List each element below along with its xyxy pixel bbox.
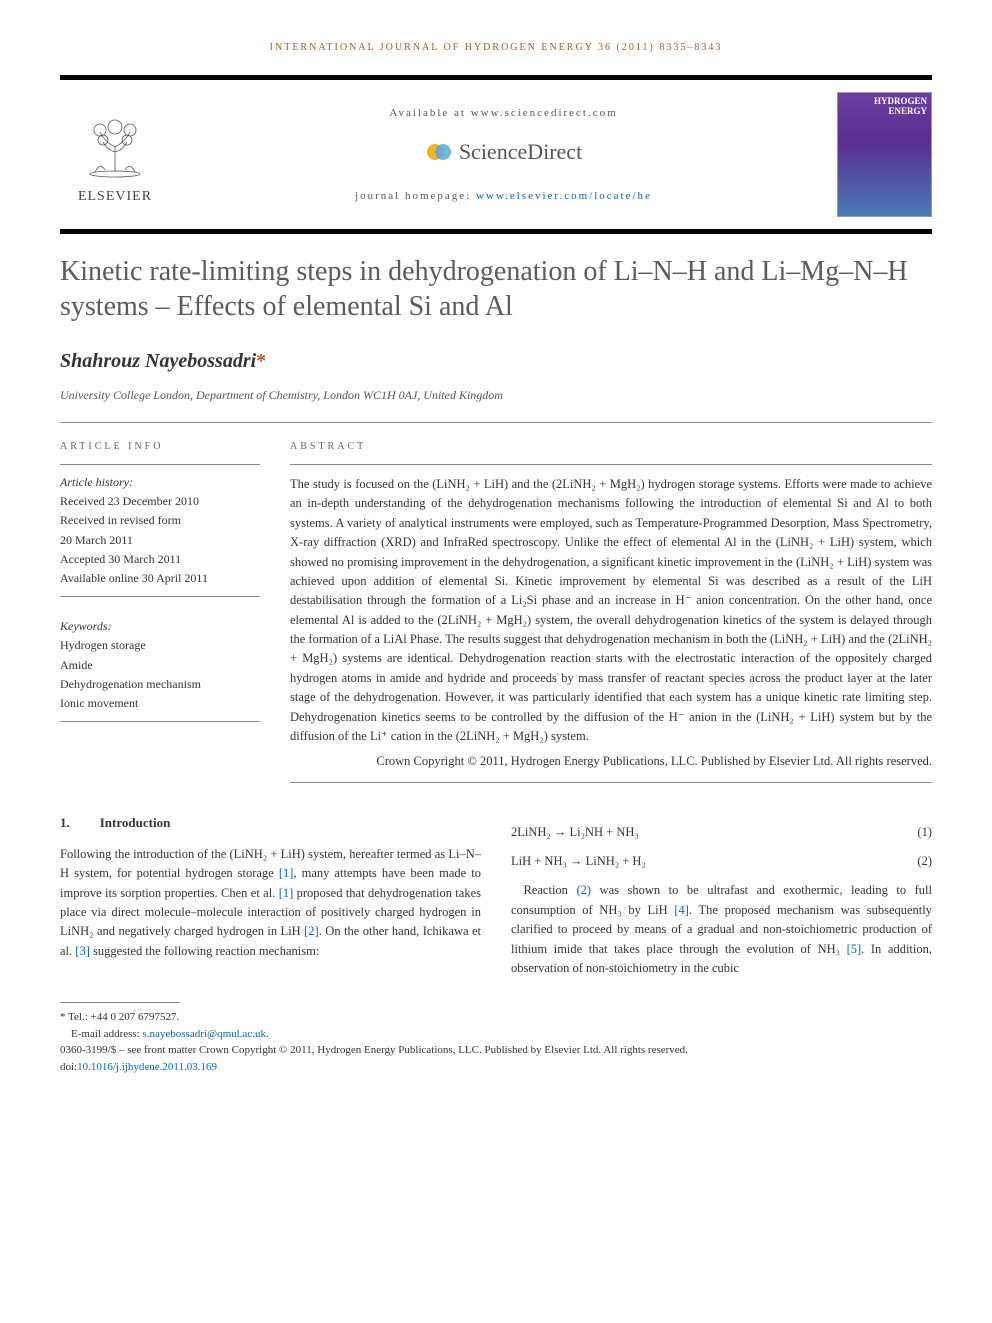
- intro-paragraph: Following the introduction of the (LiNH₂…: [60, 845, 481, 961]
- author-name: Shahrouz Nayebossadri*: [60, 346, 932, 376]
- footnote-separator: [60, 1002, 180, 1003]
- info-abstract-row: ARTICLE INFO Article history: Received 2…: [60, 439, 932, 783]
- text: suggested the following reaction mechani…: [90, 944, 319, 958]
- text: * Tel.:: [60, 1011, 91, 1023]
- footnote-doi: doi:10.1016/j.ijhydene.2011.03.169: [60, 1059, 932, 1076]
- available-at-text: Available at www.sciencedirect.com: [170, 105, 837, 122]
- section-heading-intro: 1. Introduction: [60, 813, 481, 833]
- keywords-label: Keywords:: [60, 617, 260, 636]
- citation-link[interactable]: [2]: [304, 924, 319, 938]
- journal-cover-thumbnail: HYDROGEN ENERGY: [837, 92, 932, 217]
- equation-text: 2LiNH₂ → Li₂NH + NH₃: [511, 823, 639, 842]
- received-date: Received 23 December 2010: [60, 492, 260, 511]
- col2-paragraph: Reaction (2) was shown to be ultrafast a…: [511, 881, 932, 978]
- text: Reaction: [524, 883, 577, 897]
- sciencedirect-text: ScienceDirect: [459, 135, 582, 168]
- journal-homepage-link[interactable]: www.elsevier.com/locate/he: [476, 190, 652, 202]
- author-affiliation: University College London, Department of…: [60, 386, 932, 404]
- text: E-mail address:: [71, 1028, 142, 1040]
- telephone-number: +44 0 207 6797527.: [91, 1011, 180, 1023]
- body-columns: 1. Introduction Following the introducti…: [60, 813, 932, 979]
- abstract-body: The study is focused on the (LiNH₂ + LiH…: [290, 477, 932, 743]
- citation-link[interactable]: [5]: [847, 942, 862, 956]
- keyword: Ionic movement: [60, 694, 260, 713]
- journal-homepage-label: journal homepage:: [355, 190, 476, 202]
- citation-link[interactable]: [1]: [279, 866, 294, 880]
- keywords-block: Keywords: Hydrogen storage Amide Dehydro…: [60, 609, 260, 722]
- article-info: ARTICLE INFO Article history: Received 2…: [60, 439, 260, 783]
- elsevier-logo-block: ELSEVIER: [60, 102, 170, 207]
- abstract-heading: ABSTRACT: [290, 439, 932, 454]
- text: .: [266, 1028, 269, 1040]
- sciencedirect-logo[interactable]: ScienceDirect: [170, 135, 837, 168]
- footnote-issn: 0360-3199/$ – see front matter Crown Cop…: [60, 1042, 932, 1059]
- equation-number: (2): [917, 852, 932, 871]
- revised-label: Received in revised form: [60, 511, 260, 530]
- elsevier-tree-icon: [75, 102, 155, 182]
- running-header: INTERNATIONAL JOURNAL OF HYDROGEN ENERGY…: [60, 40, 932, 55]
- journal-header: ELSEVIER Available at www.sciencedirect.…: [60, 75, 932, 234]
- equation-1: 2LiNH₂ → Li₂NH + NH₃ (1): [511, 823, 932, 842]
- online-date: Available online 30 April 2011: [60, 569, 260, 588]
- left-column: 1. Introduction Following the introducti…: [60, 813, 481, 979]
- history-label: Article history:: [60, 473, 260, 492]
- citation-link[interactable]: [3]: [75, 944, 90, 958]
- accepted-date: Accepted 30 March 2011: [60, 550, 260, 569]
- right-column: 2LiNH₂ → Li₂NH + NH₃ (1) LiH + NH₃ → LiN…: [511, 813, 932, 979]
- equation-number: (1): [917, 823, 932, 842]
- corresponding-asterisk: *: [256, 350, 266, 372]
- equation-text: LiH + NH₃ → LiNH₂ + H₂: [511, 852, 646, 871]
- abstract: ABSTRACT The study is focused on the (Li…: [290, 439, 932, 783]
- equation-ref-link[interactable]: (2): [576, 883, 591, 897]
- keyword: Hydrogen storage: [60, 636, 260, 655]
- text: doi:: [60, 1061, 77, 1073]
- abstract-text: The study is focused on the (LiNH₂ + LiH…: [290, 464, 932, 783]
- article-title: Kinetic rate-limiting steps in dehydroge…: [60, 254, 932, 324]
- doi-link[interactable]: 10.1016/j.ijhydene.2011.03.169: [77, 1061, 217, 1073]
- article-info-heading: ARTICLE INFO: [60, 439, 260, 454]
- equation-2: LiH + NH₃ → LiNH₂ + H₂ (2): [511, 852, 932, 871]
- keyword: Amide: [60, 656, 260, 675]
- article-history-block: Article history: Received 23 December 20…: [60, 464, 260, 597]
- citation-link[interactable]: [4]: [674, 903, 689, 917]
- sciencedirect-icon: [425, 138, 453, 166]
- email-link[interactable]: s.nayebossadri@qmul.ac.uk: [142, 1028, 265, 1040]
- keyword: Dehydrogenation mechanism: [60, 675, 260, 694]
- footnote-tel: * Tel.: +44 0 207 6797527.: [60, 1009, 932, 1026]
- journal-homepage: journal homepage: www.elsevier.com/locat…: [170, 188, 837, 205]
- section-title: Introduction: [100, 813, 171, 833]
- abstract-copyright: Crown Copyright © 2011, Hydrogen Energy …: [290, 752, 932, 771]
- elsevier-label: ELSEVIER: [78, 186, 152, 207]
- revised-date: 20 March 2011: [60, 531, 260, 550]
- author-text: Shahrouz Nayebossadri: [60, 350, 256, 372]
- footnotes: * Tel.: +44 0 207 6797527. E-mail addres…: [60, 1009, 932, 1075]
- section-number: 1.: [60, 813, 70, 833]
- citation-link[interactable]: [1]: [279, 886, 294, 900]
- header-center: Available at www.sciencedirect.com Scien…: [170, 105, 837, 205]
- cover-title: HYDROGEN ENERGY: [842, 97, 927, 117]
- divider: [60, 422, 932, 423]
- footnote-email: E-mail address: s.nayebossadri@qmul.ac.u…: [60, 1026, 932, 1043]
